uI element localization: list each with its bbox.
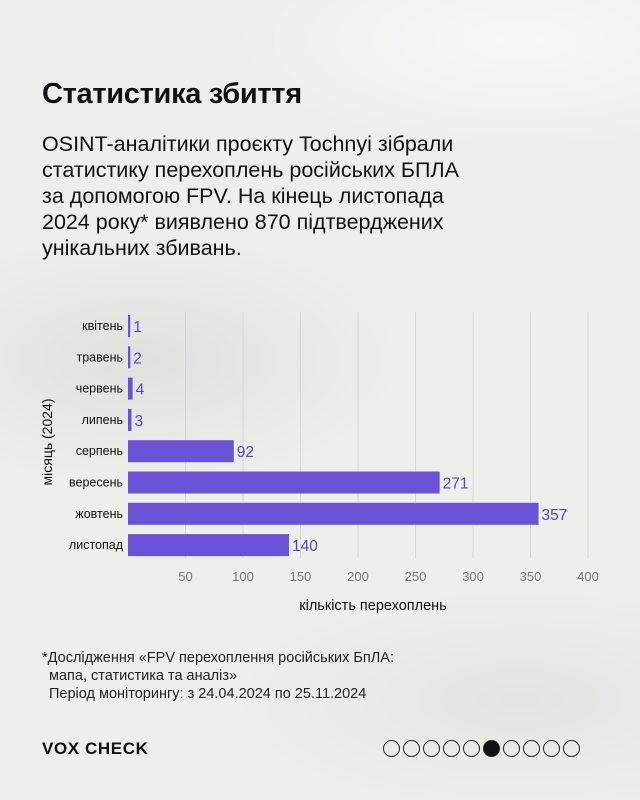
page-dot [463, 740, 480, 757]
x-tick-label: 200 [347, 569, 369, 584]
category-labels: квітень травень червень липень серпень вересе… [69, 319, 124, 552]
category-label: вересень [69, 476, 123, 490]
vox-check-logo: VOX CHECK [42, 739, 149, 758]
value-label: 357 [542, 507, 568, 524]
x-axis-label: кількість перехоплень [299, 598, 446, 614]
value-labels: 1 2 4 3 92 271 357 140 [133, 319, 567, 555]
page-dot [563, 740, 580, 757]
x-tick-labels: 50 100 150 200 250 300 350 400 [178, 569, 599, 584]
x-tick-label: 250 [405, 569, 427, 584]
page-dot-active [483, 740, 500, 757]
x-tick-label: 50 [178, 569, 192, 584]
bar [128, 440, 234, 463]
value-label: 2 [133, 350, 142, 367]
category-label: листопад [69, 538, 124, 552]
x-tick-label: 350 [520, 569, 542, 584]
x-tick-label: 300 [462, 569, 484, 584]
category-label: серпень [76, 444, 123, 458]
bar [128, 471, 440, 494]
intro-text: OSINT-аналітики проєкту Tochnyi зібрали … [42, 132, 459, 260]
page-dot [383, 740, 400, 757]
page-indicator [383, 740, 580, 757]
value-label: 271 [443, 476, 469, 493]
x-tick-label: 400 [577, 569, 599, 584]
y-axis-label: місяць (2024) [39, 399, 55, 486]
value-label: 3 [134, 413, 143, 430]
value-label: 1 [133, 319, 142, 336]
x-tick-label: 150 [290, 569, 312, 584]
page-dot [503, 740, 520, 757]
category-label: квітень [82, 319, 123, 333]
page-dot [523, 740, 540, 757]
page-title: Статистика збиття [42, 78, 302, 110]
value-label: 92 [237, 444, 254, 461]
bars [128, 315, 539, 557]
bar [128, 346, 131, 369]
value-label: 4 [136, 382, 145, 399]
bar [128, 408, 132, 431]
page-dot [423, 740, 440, 757]
category-label: червень [76, 382, 123, 396]
bar [128, 377, 133, 400]
footnote-line-1: *Дослідження «FPV перехоплення російськи… [42, 650, 394, 666]
bar [128, 315, 131, 337]
footnote-line-2: мапа, статистика та аналіз» [49, 668, 238, 684]
page-dot [443, 740, 460, 757]
value-label: 140 [292, 538, 318, 555]
bar [128, 534, 289, 557]
category-label: травень [77, 350, 124, 364]
x-tick-label: 100 [232, 569, 254, 584]
category-label: жовтень [75, 507, 123, 521]
page-dot [543, 740, 560, 757]
footnote: *Дослідження «FPV перехоплення російськи… [42, 649, 462, 703]
bar-chart: квітень травень червень липень серпень вересе… [39, 312, 599, 614]
category-label: липень [82, 413, 123, 427]
page-dot [403, 740, 420, 757]
bar [128, 502, 539, 525]
footnote-line-3: Період моніторингу: з 24.04.2024 по 25.1… [49, 686, 367, 702]
